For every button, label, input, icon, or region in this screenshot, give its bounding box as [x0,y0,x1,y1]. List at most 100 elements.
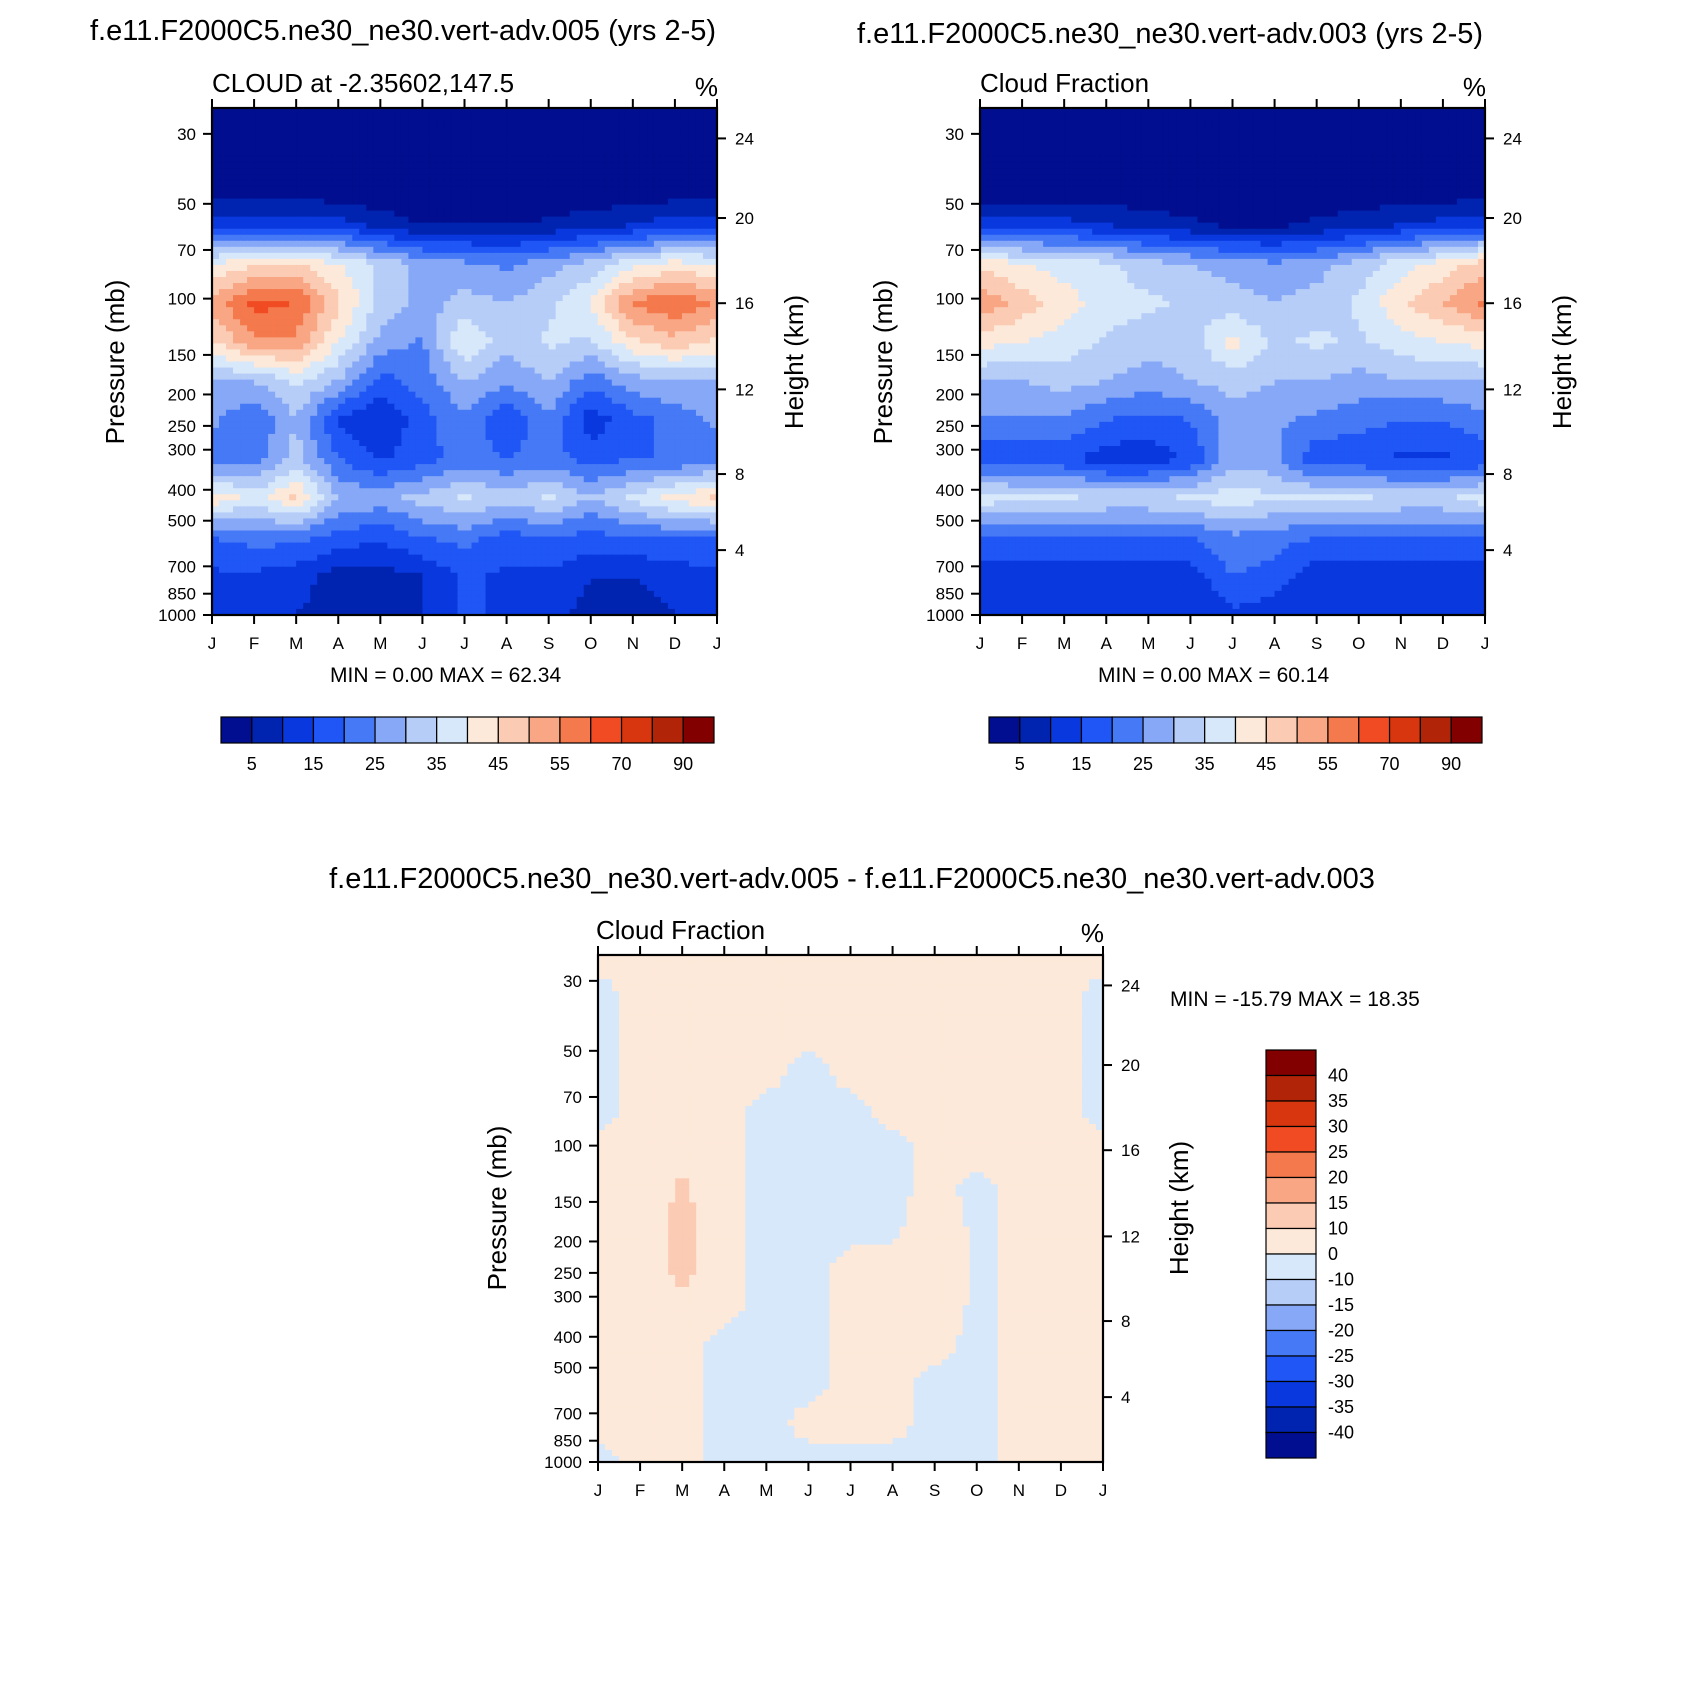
contour-cell [366,367,374,375]
contour-cell [331,204,339,212]
contour-cell [653,156,662,163]
contour-cell [513,337,522,344]
contour-cell [653,331,662,338]
contour-cell [415,162,424,169]
contour-cell [562,228,571,236]
contour-cell [534,108,543,115]
contour-cell [709,458,718,465]
contour-cell [282,246,290,254]
contour-cell [499,373,508,381]
contour-cell [415,343,424,351]
contour-cell [282,168,290,175]
contour-cell [219,174,227,182]
contour-cell [380,234,388,242]
contour-cell [681,228,690,236]
contour-cell [352,270,360,278]
contour-cell [303,210,311,218]
contour-cell [506,144,515,151]
contour-cell [352,397,360,405]
contour-cell [492,427,501,435]
contour-cell [688,385,697,393]
contour-cell [443,403,452,411]
contour-cell [394,433,402,441]
contour-cell [450,373,459,381]
contour-cell [555,180,564,188]
contour-cell [310,156,318,163]
contour-cell [478,512,487,520]
contour-cell [317,301,325,308]
contour-cell [464,355,473,363]
contour-cell [408,373,416,381]
contour-cell [492,494,501,501]
contour-cell [569,192,578,200]
contour-cell [317,150,325,157]
contour-cell [345,258,353,266]
contour-cell [562,518,571,526]
contour-cell [702,307,711,314]
contour-cell [499,476,508,483]
contour-cell [555,337,564,344]
contour-cell [674,331,683,338]
contour-cell [457,216,466,224]
contour-cell [534,439,543,447]
contour-cell [373,361,381,369]
contour-cell [534,216,543,224]
contour-cell [282,174,290,182]
contour-cell [254,452,262,459]
contour-cell [667,204,676,212]
contour-cell [506,421,515,429]
contour-cell [261,289,269,296]
contour-cell [233,343,241,351]
contour-cell [331,524,339,532]
contour-cell [688,421,697,429]
contour-cell [429,144,438,151]
contour-cell [555,204,564,212]
contour-cell [275,180,283,188]
contour-cell [338,439,346,447]
contour-cell [667,180,676,188]
contour-cell [674,397,683,405]
contour-cell [562,403,571,411]
contour-cell [415,144,424,151]
contour-cell [373,470,381,477]
contour-cell [541,174,550,182]
contour-cell [303,470,311,477]
contour-cell [317,458,325,465]
contour-cell [408,446,416,453]
contour-cell [464,397,473,405]
contour-cell [359,488,367,495]
contour-cell [667,168,676,175]
contour-cell [653,337,662,344]
contour-cell [625,403,634,411]
contour-cell [240,325,248,332]
contour-cell [436,361,445,369]
contour-cell [296,524,304,532]
contour-cell [450,367,459,375]
contour-cell [702,464,711,471]
contour-cell [303,307,311,314]
contour-cell [492,325,501,332]
contour-cell [352,210,360,218]
contour-cell [450,355,459,363]
contour-cell [534,476,543,483]
contour-cell [576,168,585,175]
contour-cell [639,162,648,169]
contour-cell [429,120,438,127]
contour-cell [394,488,402,495]
contour-cell [611,301,620,308]
contour-cell [268,385,276,393]
contour-cell [562,283,571,290]
contour-cell [366,391,374,399]
contour-cell [219,252,227,260]
contour-cell [212,446,220,453]
contour-cell [380,343,388,351]
contour-cell [268,464,276,471]
contour-cell [653,500,662,507]
contour-cell [485,379,494,387]
contour-cell [569,373,578,381]
contour-cell [527,264,536,272]
contour-cell [261,252,269,260]
contour-cell [380,252,388,260]
contour-cell [681,270,690,278]
contour-cell [695,210,704,218]
